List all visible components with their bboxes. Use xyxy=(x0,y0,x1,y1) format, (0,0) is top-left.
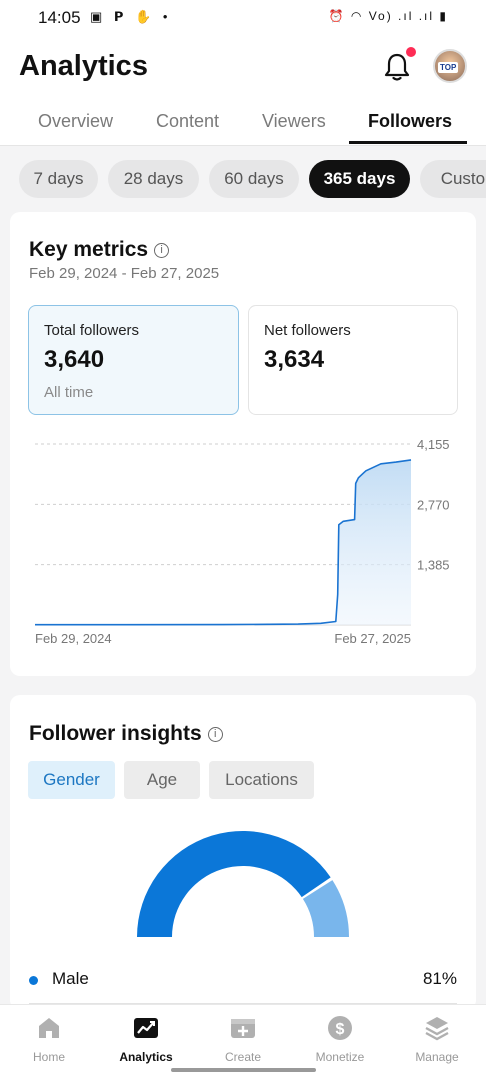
tab-content[interactable]: Content xyxy=(156,111,220,131)
nav-analytics-label: Analytics xyxy=(119,1050,173,1064)
nav-create[interactable]: Create xyxy=(203,1015,283,1064)
chip-60-days[interactable]: 60 days xyxy=(209,160,299,198)
tab-viewers[interactable]: Viewers xyxy=(262,111,326,131)
status-time: 14:05 xyxy=(38,8,81,27)
status-bar: 14:05 ▣ 𝗣 ✋ • ⏰ ◠ Vo) .ıl .ıl ▮ xyxy=(0,0,486,36)
x-start-label: Feb 29, 2024 xyxy=(35,631,112,646)
status-left-icons: ▣ 𝗣 ✋ • xyxy=(90,9,172,24)
create-icon xyxy=(231,1019,255,1038)
y-tick-label: 2,770 xyxy=(417,497,450,512)
total-followers-sub: All time xyxy=(44,384,94,401)
nav-monetize[interactable]: $ Monetize xyxy=(300,1015,380,1064)
net-followers-label: Net followers xyxy=(264,322,351,339)
gender-gauge xyxy=(137,831,349,937)
avatar[interactable]: TOP xyxy=(433,49,467,83)
key-metrics-card: Key metrics i Feb 29, 2024 - Feb 27, 2025… xyxy=(10,212,476,676)
info-icon[interactable]: i xyxy=(154,243,170,258)
active-tab-indicator xyxy=(349,141,467,144)
chip-7-days[interactable]: 7 days xyxy=(19,160,98,198)
total-followers-label: Total followers xyxy=(44,322,140,339)
manage-icon xyxy=(425,1017,449,1041)
page-title: Analytics xyxy=(19,50,148,82)
analytics-icon xyxy=(134,1018,158,1038)
key-metrics-title: Key metrics i xyxy=(29,238,170,262)
gauge-segment-other xyxy=(302,880,349,937)
date-range-chips: 7 days 28 days 60 days 365 days Custom xyxy=(0,160,486,198)
y-tick-label: 1,385 xyxy=(417,558,450,573)
tab-overview[interactable]: Overview xyxy=(38,111,114,131)
male-legend-value: 81% xyxy=(422,969,457,988)
legend-divider xyxy=(29,1003,457,1004)
series-line xyxy=(34,459,412,626)
chip-365-days[interactable]: 365 days xyxy=(309,160,410,198)
gauge-segment-male xyxy=(137,831,331,937)
insights-tab-locations[interactable]: Locations xyxy=(209,761,314,799)
net-followers-value: 3,634 xyxy=(264,346,325,373)
svg-text:$: $ xyxy=(336,1021,345,1038)
x-end-label: Feb 27, 2025 xyxy=(334,631,411,646)
y-tick-label: 4,155 xyxy=(417,437,450,452)
tab-followers[interactable]: Followers xyxy=(368,111,453,131)
monetize-icon: $ xyxy=(328,1016,352,1040)
follower-insights-title: Follower insights i xyxy=(29,722,223,746)
nav-create-label: Create xyxy=(224,1050,262,1064)
nav-analytics[interactable]: Analytics xyxy=(106,1015,186,1064)
nav-monetize-label: Monetize xyxy=(315,1050,365,1064)
app-header: 14:05 ▣ 𝗣 ✋ • ⏰ ◠ Vo) .ıl .ıl ▮ Analytic… xyxy=(0,0,486,146)
insights-tab-gender[interactable]: Gender xyxy=(28,761,115,799)
net-followers-tile[interactable]: Net followers 3,634 xyxy=(248,305,458,415)
home-icon xyxy=(39,1018,59,1038)
status-right-icons: ⏰ ◠ Vo) .ıl .ıl ▮ xyxy=(328,9,448,23)
date-range-label: Feb 29, 2024 - Feb 27, 2025 xyxy=(29,265,220,282)
gesture-bar xyxy=(171,1068,316,1072)
chip-custom[interactable]: Custom xyxy=(420,160,486,198)
bottom-nav: Home Analytics Create $ Monetize Manage xyxy=(0,1004,486,1080)
nav-home-label: Home xyxy=(32,1050,65,1064)
tab-bar: Overview Content Viewers Followers xyxy=(0,100,486,146)
total-followers-value: 3,640 xyxy=(44,346,105,373)
nav-manage[interactable]: Manage xyxy=(397,1015,477,1064)
male-legend-dot xyxy=(29,976,38,985)
nav-home[interactable]: Home xyxy=(9,1015,89,1064)
series-area xyxy=(35,459,411,625)
followers-chart: 4,155 2,770 1,385 Feb 29, 2024 Feb 27, 2025 xyxy=(34,437,450,646)
chip-28-days[interactable]: 28 days xyxy=(108,160,199,198)
nav-manage-label: Manage xyxy=(415,1050,459,1064)
bell-icon[interactable] xyxy=(383,52,411,82)
info-icon[interactable]: i xyxy=(207,727,223,742)
total-followers-tile[interactable]: Total followers 3,640 All time xyxy=(28,305,239,415)
male-legend-label: Male xyxy=(52,969,89,988)
notification-dot xyxy=(406,47,416,57)
insights-tab-age[interactable]: Age xyxy=(124,761,200,799)
follower-insights-card: Follower insights i Gender Age Locations … xyxy=(10,695,476,1010)
